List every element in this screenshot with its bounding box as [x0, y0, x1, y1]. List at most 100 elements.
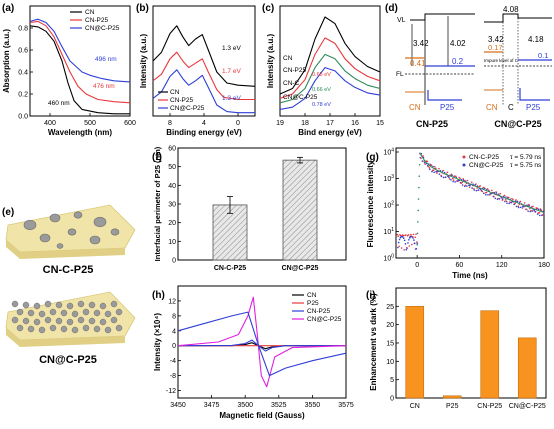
panel-a-xlabel: Wavelength (nm)	[48, 128, 112, 137]
p25-particle	[16, 324, 24, 332]
decay-point-cn-c-p25	[479, 185, 482, 187]
p25-particle	[73, 211, 83, 219]
x-tick-label: 3550	[305, 402, 321, 409]
decay-point-cn-c-p25	[414, 236, 416, 239]
decay-point-cn-c-p25	[398, 245, 400, 248]
p25-particle	[22, 301, 30, 309]
bar-CN@C-P25	[282, 159, 318, 261]
legend-b-cn-at-c-p25: CN@C-P25	[170, 105, 205, 112]
panel-c-series	[279, 16, 381, 110]
panel-f-label: (f)	[152, 152, 162, 163]
y-tick-label: 10	[168, 239, 176, 246]
decay-point-cn-at-c-p25	[500, 197, 503, 199]
y-tick-label: 8	[172, 313, 176, 320]
p25-gap-right: 0.1	[538, 51, 548, 60]
p25-gap-left: 0.2	[452, 57, 464, 66]
c-top-right: 4.08	[503, 5, 519, 14]
panel-c-label: (c)	[262, 3, 274, 14]
decay-point-cn-c-p25	[532, 205, 534, 208]
decay-point-cn-c-p25	[448, 178, 451, 180]
panel-c: (c) 19 18 17 16 15 CN CN-P25 CN-C CN@C-P25 0…	[262, 3, 384, 137]
panel-c-series-labels: CN CN-P25 CN-C CN@C-P25	[283, 55, 318, 101]
p25-particle	[44, 316, 52, 324]
bar-CN@C-P25	[517, 337, 537, 399]
p25-particle	[66, 318, 74, 326]
annot-a-460: 460 nm	[48, 100, 70, 107]
decay-point-cn-at-c-p25	[477, 189, 480, 191]
bar-category-label: CN-P25	[477, 403, 502, 410]
decay-point-cn-at-c-p25	[534, 210, 537, 213]
annot-c-3: 0.78 eV	[312, 102, 331, 108]
p25-particle	[55, 317, 63, 325]
decay-point-cn-c-p25	[451, 177, 454, 180]
panel-b-series	[152, 25, 256, 114]
p25-particle	[49, 308, 57, 316]
x-tick-label: 3500	[237, 402, 253, 409]
model-cn-at-c-p25: CN@C-P25	[5, 291, 136, 366]
p25-particle	[115, 324, 123, 332]
decay-point-cn-c-p25	[519, 200, 522, 203]
p25-particles-top	[23, 211, 120, 249]
decay-point-cn-c-p25	[486, 188, 489, 190]
decay-point-cn-at-c-p25	[423, 161, 426, 164]
x-tick-label: 15	[376, 120, 384, 127]
annot-b-1: 1.3 eV	[222, 45, 241, 52]
y-tick-label: 0.8	[18, 26, 28, 33]
p25-particle	[77, 300, 85, 308]
decay-point-cn-c-p25	[464, 184, 467, 187]
c-label-right: C	[508, 103, 514, 112]
legend-dot-g-cn-c-p25	[462, 155, 466, 159]
p25-particle	[110, 300, 118, 308]
decay-point-cn-at-c-p25	[515, 205, 518, 208]
panel-d: (d) VL 3.42 4.02 0.41 FL 0.2 CN P25 CN-P…	[385, 3, 552, 129]
decay-point-cn-c-p25	[436, 172, 438, 174]
legend-h-p25: P25	[307, 300, 319, 307]
decay-point-cn-c-p25	[424, 163, 427, 165]
band-vl-left: VL	[397, 17, 406, 24]
decay-point-cn-at-c-p25	[405, 248, 408, 251]
decay-point-cn-c-p25	[466, 179, 469, 182]
y-tick-label: 50	[168, 164, 176, 171]
cn-sheet-bottom	[5, 291, 136, 341]
decay-point-cn-c-p25	[473, 188, 475, 190]
p25-particle	[77, 316, 85, 324]
decay-point-cn-c-p25	[461, 181, 464, 184]
panel-g-frame	[395, 147, 545, 259]
panel-g-label: (g)	[366, 152, 379, 163]
vacuum-level-left	[410, 13, 475, 21]
rise-point	[417, 221, 419, 223]
decay-point-cn-c-p25	[514, 202, 516, 205]
cn-sheet-top	[5, 204, 136, 253]
decay-point-cn-c-p25	[538, 211, 541, 214]
p25-particle	[82, 324, 90, 332]
y-tick-label: 12	[168, 298, 176, 305]
y-tick-label: -8	[170, 373, 176, 380]
rise-point	[417, 198, 420, 200]
panel-h-yticks: -12 -8 -4 0 4 8 12	[166, 298, 181, 395]
x-tick-label: 4	[202, 120, 206, 127]
decay-point-cn-c-p25	[530, 209, 532, 212]
panel-g-ylabel: Fluorescence intensity	[366, 160, 375, 247]
decay-point-cn-c-p25	[540, 209, 543, 212]
decay-point-cn-c-p25	[504, 198, 507, 201]
x-tick-label: 0	[415, 262, 419, 269]
decay-point-cn-c-p25	[415, 233, 417, 236]
decay-point-cn-c-p25	[505, 200, 508, 203]
legend-g-tau-1: τ = 5.79 ns	[510, 154, 542, 161]
band-title-left: CN-P25	[416, 119, 448, 129]
rise-point	[418, 163, 421, 166]
p25-particle	[49, 324, 57, 332]
p25-particle	[56, 243, 64, 249]
rise-point	[416, 243, 418, 246]
y-tick-label: 103	[383, 174, 394, 183]
decay-point-cn-at-c-p25	[454, 181, 457, 183]
p25-label-right: P25	[526, 103, 541, 112]
decay-point-cn-c-p25	[410, 233, 412, 236]
series-line-cn	[152, 25, 256, 87]
panel-h-ylabel: Intensity (×10⁴)	[153, 313, 162, 371]
p25-particle	[38, 326, 46, 334]
legend-h-cn-p25: CN-P25	[307, 308, 331, 315]
decay-point-cn-c-p25	[432, 169, 435, 171]
vacuum-level-right	[484, 13, 552, 23]
